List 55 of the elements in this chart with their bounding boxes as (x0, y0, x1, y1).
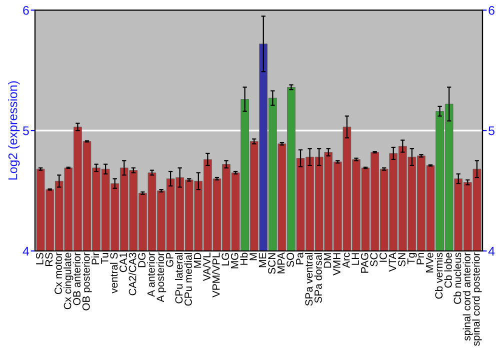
y-tick-label: 4 (22, 246, 30, 256)
x-tick-label: LH (352, 253, 359, 265)
x-tick-label: MVe (426, 252, 434, 272)
x-tick-label: Arc (342, 252, 350, 268)
y2-tick-label: 5 (488, 126, 494, 136)
x-tick-label: SCN (268, 253, 276, 274)
x-tick-label: RS (45, 252, 53, 266)
x-tick-label: VA/VL (202, 252, 210, 282)
x-tick-label: CA2/CA3 (128, 252, 136, 296)
x-tick-label: DG (138, 253, 146, 268)
x-tick-label: Cx cingulate (64, 252, 74, 310)
x-tick-label: CPu medial (184, 253, 192, 306)
x-tick-label: IC (380, 252, 387, 262)
x-tick-label: MD (194, 252, 202, 268)
x-tick-label: ventral S (110, 252, 118, 294)
x-tick-label: A anterior (147, 252, 155, 297)
x-tick-label: Pir (91, 252, 99, 264)
x-tick-label: SN (398, 253, 406, 266)
x-tick-label: spinal cord posterior (472, 252, 482, 346)
x-tick-label: Hb (240, 252, 248, 265)
x-tick-label: Cb lobe (444, 252, 452, 288)
y-tick-label: 6 (23, 6, 29, 15)
x-tick-label: PAG (360, 253, 368, 273)
x-tick-label: SPa dorsal (314, 253, 322, 303)
x-tick-label: M (250, 253, 257, 260)
x-tick-label: SC (370, 252, 378, 266)
y-tick-label: 5 (22, 126, 29, 136)
x-tick-label: LG (222, 253, 230, 266)
x-tick-label: OB posterior (82, 252, 92, 310)
x-tick-label: VPM/VPL (212, 252, 220, 298)
x-tick-label: CPu lateral (174, 253, 183, 304)
x-tick-label: SPa ventral (304, 253, 313, 306)
x-tick-label: Cx motor (54, 252, 62, 294)
x-tick-label: Tu (101, 253, 108, 264)
x-tick-label: Pa (296, 252, 304, 264)
y2-tick-label: 4 (488, 246, 495, 256)
x-tick-label: VTA (388, 252, 396, 272)
x-tick-label: Cb vermis (434, 252, 443, 299)
x-tick-label: OB anterior (72, 252, 81, 306)
x-tick-label: Tg (407, 253, 417, 264)
x-tick-label: SO (286, 252, 294, 267)
x-tick-label: A posterior (156, 252, 166, 302)
x-tick-label: CA1 (120, 252, 127, 272)
y-axis-title: Log2 (expression) (8, 81, 20, 180)
x-tick-label: Pn (416, 253, 424, 264)
x-tick-label: MG (230, 253, 238, 268)
x-tick-label: GP (166, 252, 174, 267)
x-tick-label: MPA (277, 252, 285, 274)
x-tick-label: spinal cord anterior (462, 252, 472, 341)
y2-tick-label: 6 (488, 6, 494, 15)
x-tick-label: LS (36, 252, 44, 264)
x-tick-label: VMH (333, 253, 340, 276)
x-tick-label: DM (324, 253, 332, 268)
x-tick-label: Cb nucleus (454, 252, 462, 304)
x-tick-label: ME (258, 252, 266, 268)
